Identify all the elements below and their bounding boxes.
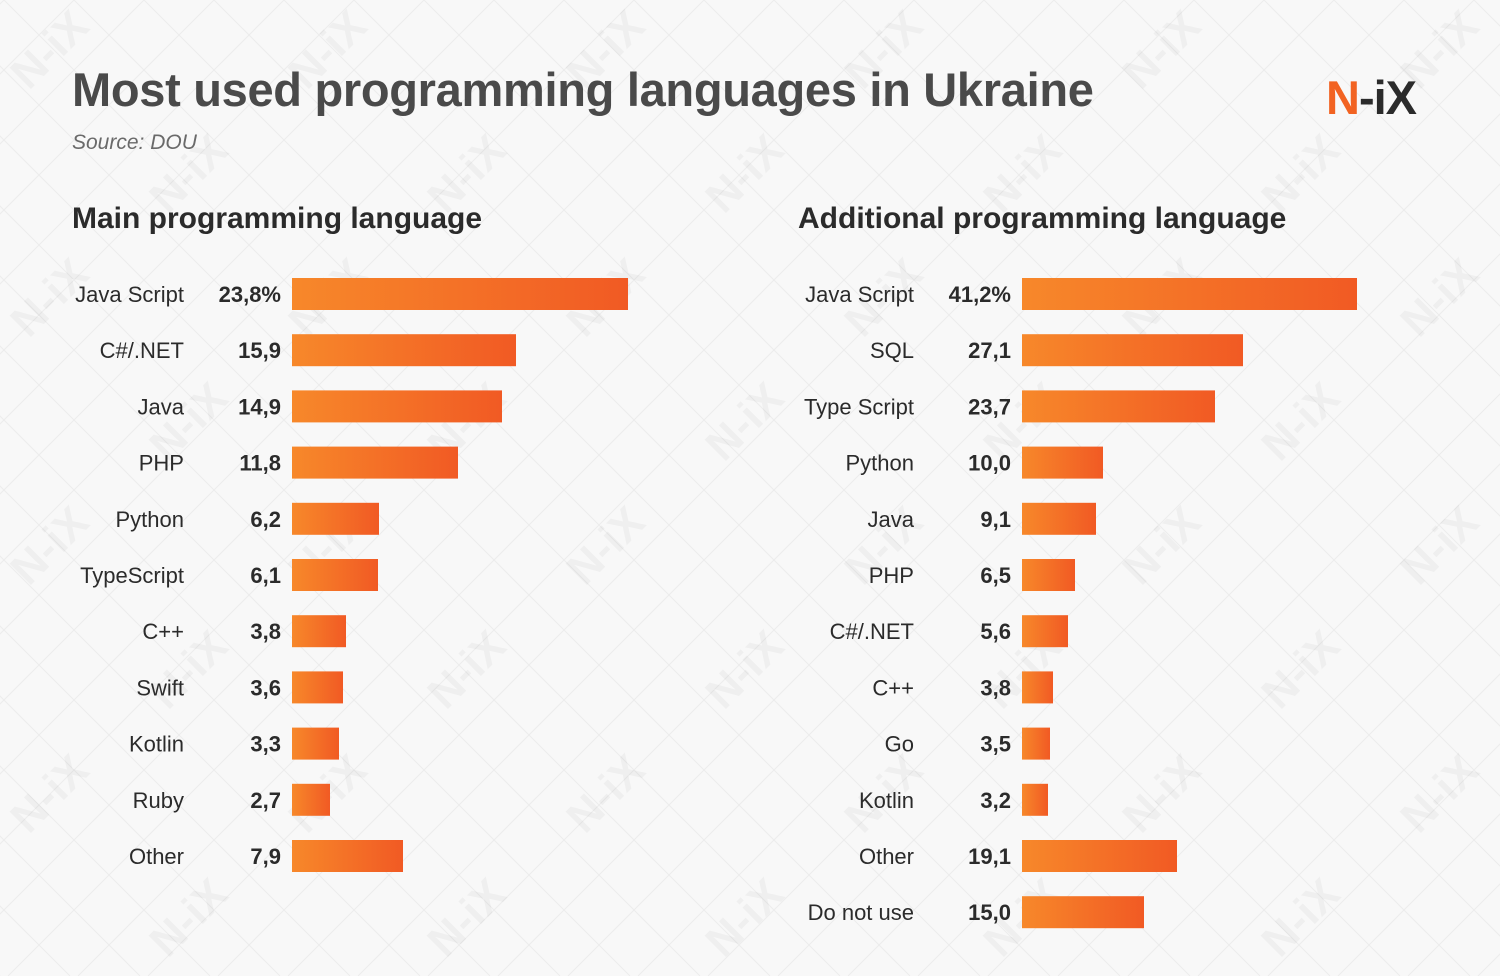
main-category-label-python: Python — [116, 507, 185, 532]
additional-category-label-kotlin: Kotlin — [859, 788, 914, 813]
main-value-label-c: 3,8 — [250, 619, 281, 644]
logo-text: -iX — [1358, 71, 1417, 124]
additional-bar-other — [1022, 840, 1177, 872]
additional-bar-do-not-use — [1022, 896, 1144, 929]
main-language-chart-title: Main programming language — [72, 202, 483, 235]
additional-bar-php — [1022, 559, 1075, 591]
logo-mark: N — [1326, 71, 1360, 124]
main-value-label-java: 14,9 — [238, 394, 281, 419]
main-bar-php — [292, 446, 458, 479]
main-category-label-c: C++ — [142, 619, 184, 644]
main-category-label-java: Java — [138, 394, 185, 419]
additional-bar-java-script — [1022, 278, 1357, 310]
additional-value-label-sql: 27,1 — [968, 338, 1011, 363]
main-bar-python — [292, 502, 379, 535]
additional-bar-go — [1022, 727, 1050, 760]
main-bar-kotlin — [292, 727, 339, 760]
additional-bar-c — [1022, 671, 1053, 704]
main-bar-ruby — [292, 783, 330, 816]
additional-bar-python — [1022, 446, 1103, 479]
additional-bar-c-net — [1022, 615, 1068, 648]
additional-category-label-type-script: Type Script — [804, 394, 914, 419]
main-bar-c-net — [292, 334, 516, 367]
main-value-label-php: 11,8 — [239, 451, 281, 476]
main-bar-java-script — [292, 278, 628, 310]
additional-category-label-other: Other — [859, 844, 914, 869]
additional-category-label-c-net: C#/.NET — [830, 619, 914, 644]
additional-value-label-go: 3,5 — [980, 732, 1011, 757]
main-category-label-other: Other — [129, 844, 184, 869]
additional-language-chart: Java Script 41,2% SQL 27,1 Type Script 23,7 Py… — [804, 278, 1357, 929]
additional-bar-sql — [1022, 334, 1243, 367]
additional-category-label-java-script: Java Script — [805, 282, 914, 307]
additional-value-label-java: 9,1 — [980, 507, 1011, 532]
additional-category-label-go: Go — [885, 732, 914, 757]
main-value-label-python: 6,2 — [250, 507, 281, 532]
main-category-label-c-net: C#/.NET — [100, 338, 184, 363]
main-category-label-ruby: Ruby — [133, 788, 184, 813]
main-language-chart: Java Script 23,8% C#/.NET 15,9 Java 14,9 PHP 11… — [75, 278, 628, 872]
main-value-label-typescript: 6,1 — [250, 563, 281, 588]
main-value-label-c-net: 15,9 — [238, 338, 281, 363]
main-bar-java — [292, 390, 502, 423]
additional-language-chart-title: Additional programming language — [798, 202, 1287, 235]
additional-bar-kotlin — [1022, 783, 1048, 816]
main-category-label-swift: Swift — [136, 675, 184, 700]
additional-value-label-do-not-use: 15,0 — [968, 900, 1011, 925]
additional-value-label-type-script: 23,7 — [968, 394, 1011, 419]
additional-value-label-c-net: 5,6 — [980, 619, 1011, 644]
main-value-label-java-script: 23,8% — [219, 282, 281, 307]
main-category-label-java-script: Java Script — [75, 282, 184, 307]
main-value-label-other: 7,9 — [250, 844, 281, 869]
additional-value-label-java-script: 41,2% — [949, 282, 1011, 307]
n-ix-logo: N-iX — [1326, 70, 1417, 125]
main-category-label-php: PHP — [139, 451, 184, 476]
additional-value-label-kotlin: 3,2 — [980, 788, 1011, 813]
additional-value-label-python: 10,0 — [968, 451, 1011, 476]
main-category-label-kotlin: Kotlin — [129, 732, 184, 757]
additional-category-label-php: PHP — [869, 563, 914, 588]
main-bar-swift — [292, 671, 343, 704]
main-bar-typescript — [292, 559, 378, 591]
additional-value-label-c: 3,8 — [980, 675, 1011, 700]
additional-category-label-c: C++ — [872, 675, 914, 700]
additional-category-label-do-not-use: Do not use — [808, 900, 914, 925]
page-title: Most used programming languages in Ukrai… — [72, 63, 1094, 116]
additional-value-label-other: 19,1 — [968, 844, 1011, 869]
source-note: Source: DOU — [72, 131, 197, 154]
main-value-label-kotlin: 3,3 — [250, 732, 281, 757]
main-bar-c — [292, 615, 346, 648]
main-value-label-ruby: 2,7 — [250, 788, 281, 813]
additional-category-label-python: Python — [846, 451, 915, 476]
main-category-label-typescript: TypeScript — [80, 563, 184, 588]
additional-bar-java — [1022, 502, 1096, 535]
additional-bar-type-script — [1022, 390, 1215, 423]
additional-category-label-sql: SQL — [870, 338, 914, 363]
main-bar-other — [292, 840, 403, 872]
additional-value-label-php: 6,5 — [980, 563, 1011, 588]
additional-category-label-java: Java — [868, 507, 915, 532]
main-value-label-swift: 3,6 — [250, 675, 281, 700]
